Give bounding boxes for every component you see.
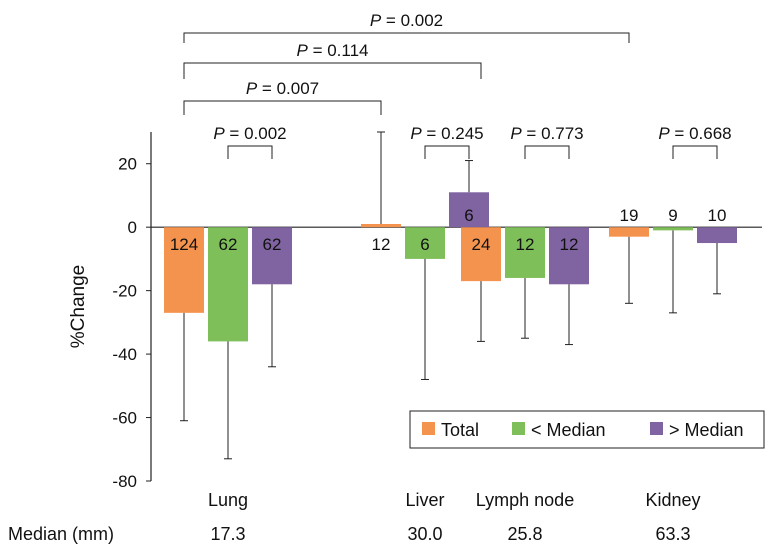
count-label: 6 (420, 235, 429, 254)
count-label: 9 (668, 206, 677, 225)
median-value: 63.3 (655, 524, 690, 544)
y-tick-label: -60 (112, 409, 137, 428)
legend-entry: Total (441, 420, 479, 440)
significance-bracket (227, 145, 273, 159)
bars (164, 192, 737, 342)
median-row: Median (mm) 17.3 30.0 25.8 63.3 (8, 524, 691, 544)
median-value: 30.0 (407, 524, 442, 544)
bar (549, 227, 589, 285)
x-category-label: Lymph node (476, 490, 574, 510)
median-value: 17.3 (210, 524, 245, 544)
bar (361, 224, 401, 228)
median-value: 25.8 (507, 524, 542, 544)
count-labels: 124 12 24 19 62 6 12 9 62 6 12 10 (170, 206, 727, 254)
p-value-label: P = 0.773 (510, 124, 583, 143)
p-value-label: P = 0.002 (370, 11, 443, 30)
significance-bracket (672, 145, 718, 159)
legend-swatch (650, 422, 663, 435)
p-value-label: P = 0.245 (410, 124, 483, 143)
count-label: 24 (472, 235, 491, 254)
legend-swatch (422, 422, 435, 435)
x-category-label: Liver (405, 490, 444, 510)
count-label: 124 (170, 235, 198, 254)
legend: Total < Median > Median (409, 410, 765, 449)
legend-box (409, 410, 765, 449)
bar (609, 227, 649, 237)
bar (252, 227, 292, 285)
count-label: 12 (516, 235, 535, 254)
significance-bracket (524, 145, 570, 159)
x-category-label: Lung (208, 490, 248, 510)
count-label: 10 (708, 206, 727, 225)
error-bars (180, 131, 721, 460)
significance-bracket (183, 62, 482, 79)
y-tick-label: 0 (128, 218, 137, 237)
y-tick-label: -20 (112, 282, 137, 301)
legend-entry: > Median (669, 420, 744, 440)
significance-bracket (183, 32, 630, 43)
bar (405, 227, 445, 259)
x-category-label: Kidney (645, 490, 700, 510)
y-tick-label: -40 (112, 345, 137, 364)
count-label: 62 (263, 235, 282, 254)
y-axis-label: %Change (68, 265, 89, 348)
bar (208, 227, 248, 342)
count-label: 12 (372, 235, 391, 254)
bar (505, 227, 545, 278)
significance-bracket (183, 100, 382, 115)
bar (653, 227, 693, 231)
legend-entry: < Median (531, 420, 606, 440)
median-row-label: Median (mm) (8, 524, 114, 544)
p-value-label: P = 0.007 (246, 79, 319, 98)
p-value-label: P = 0.114 (297, 41, 369, 60)
axes: 20 0 -20 -40 -60 -80 %Change Lung Liver Lymph nod… (68, 132, 762, 510)
bar (461, 227, 501, 282)
count-label: 6 (464, 206, 473, 225)
y-tick-label: 20 (118, 155, 137, 174)
bar (449, 192, 489, 228)
count-label: 19 (620, 206, 639, 225)
significance-bracket (424, 145, 470, 159)
p-value-label: P = 0.002 (213, 124, 286, 143)
count-label: 62 (219, 235, 238, 254)
count-label: 12 (560, 235, 579, 254)
p-value-label: P = 0.668 (658, 124, 731, 143)
bar (697, 227, 737, 244)
y-tick-label: -80 (112, 472, 137, 491)
bar (164, 227, 204, 313)
legend-swatch (512, 422, 525, 435)
